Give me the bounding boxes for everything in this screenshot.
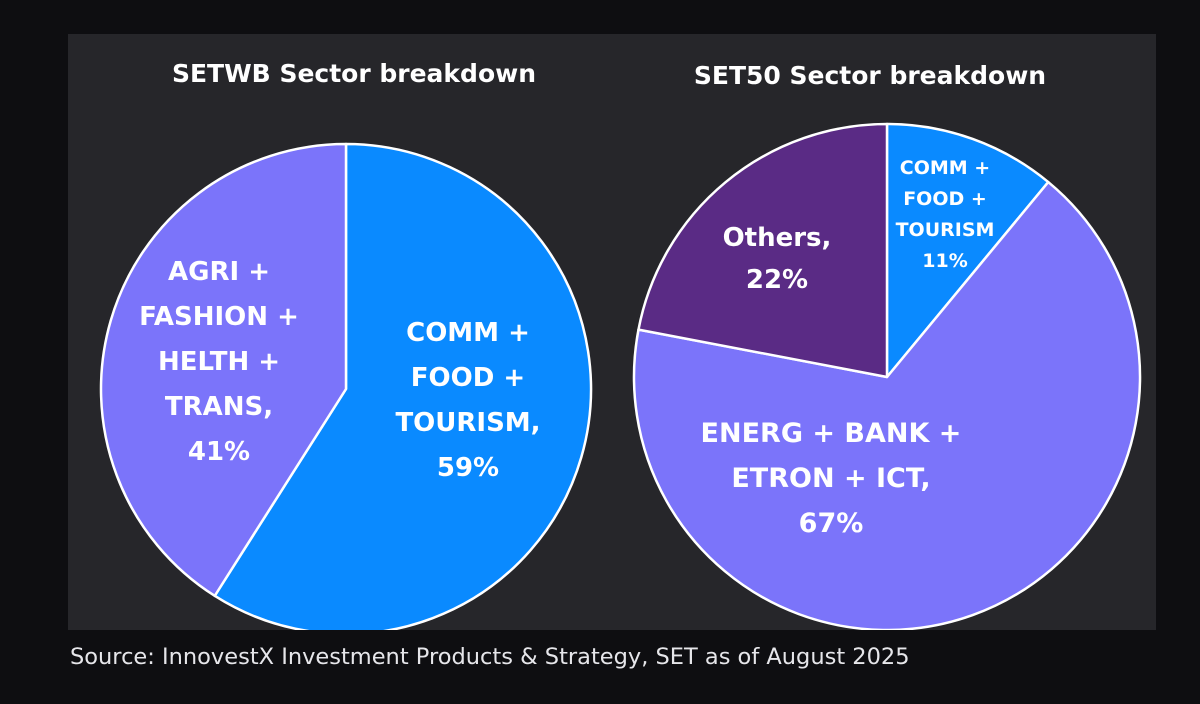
charts-svg: COMM + FOOD + TOURISM, 59% AGRI + FASHION + HE… <box>99 59 1142 630</box>
setwb-slice-0 <box>213 142 593 630</box>
set50-slice-label-2-line-0: Others, <box>723 223 832 253</box>
setwb-slice-label-1-line-0: AGRI + <box>168 257 270 287</box>
set50-slice-label-1: ENERG + BANK + ETRON + ICT, 67% <box>701 418 962 539</box>
setwb-slice-label-1-line-4: 41% <box>188 437 250 467</box>
setwb-chart-title: SETWB Sector breakdown <box>172 59 536 88</box>
setwb-slice-label-1-line-2: HELTH + <box>158 347 280 377</box>
setwb-slice-label-0-line-3: 59% <box>437 453 499 483</box>
set50-slice-1 <box>632 180 1142 630</box>
set50-slice-label-0-line-1: FOOD + <box>903 188 987 210</box>
setwb-slice-label-0-line-2: TOURISM, <box>395 408 540 438</box>
set50-slice-label-0: COMM + FOOD + TOURISM 11% <box>896 157 995 272</box>
setwb-slice-label-0: COMM + FOOD + TOURISM, 59% <box>395 318 540 483</box>
set50-slice-label-0-line-2: TOURISM <box>896 219 995 241</box>
set50-slice-label-2-line-1: 22% <box>746 265 808 295</box>
chart-panel: COMM + FOOD + TOURISM, 59% AGRI + FASHION + HE… <box>68 34 1156 630</box>
setwb-pie-chart: COMM + FOOD + TOURISM, 59% AGRI + FASHION + HE… <box>99 59 593 630</box>
setwb-slice-label-1-line-1: FASHION + <box>139 302 299 332</box>
setwb-slice-label-0-line-0: COMM + <box>406 318 530 348</box>
set50-slice-label-0-line-0: COMM + <box>900 157 990 179</box>
source-note: Source: InnovestX Investment Products & … <box>70 644 910 670</box>
set50-chart-title: SET50 Sector breakdown <box>694 61 1046 90</box>
set50-slice-label-1-line-0: ENERG + BANK + <box>701 418 962 449</box>
set50-slice-label-0-line-3: 11% <box>922 250 967 272</box>
set50-slice-label-1-line-2: 67% <box>799 508 864 539</box>
set50-slice-label-2: Others, 22% <box>723 223 832 295</box>
setwb-slice-label-1-line-3: TRANS, <box>165 392 273 422</box>
setwb-slice-label-0-line-1: FOOD + <box>411 363 525 393</box>
setwb-slice-label-1: AGRI + FASHION + HELTH + TRANS, 41% <box>139 257 299 467</box>
set50-pie-chart: COMM + FOOD + TOURISM 11% ENERG + BANK + ETRO… <box>632 61 1142 630</box>
set50-slice-0 <box>885 122 1050 379</box>
setwb-slice-1 <box>99 142 348 598</box>
set50-slice-2 <box>637 122 889 379</box>
set50-slice-label-1-line-1: ETRON + ICT, <box>731 463 930 494</box>
